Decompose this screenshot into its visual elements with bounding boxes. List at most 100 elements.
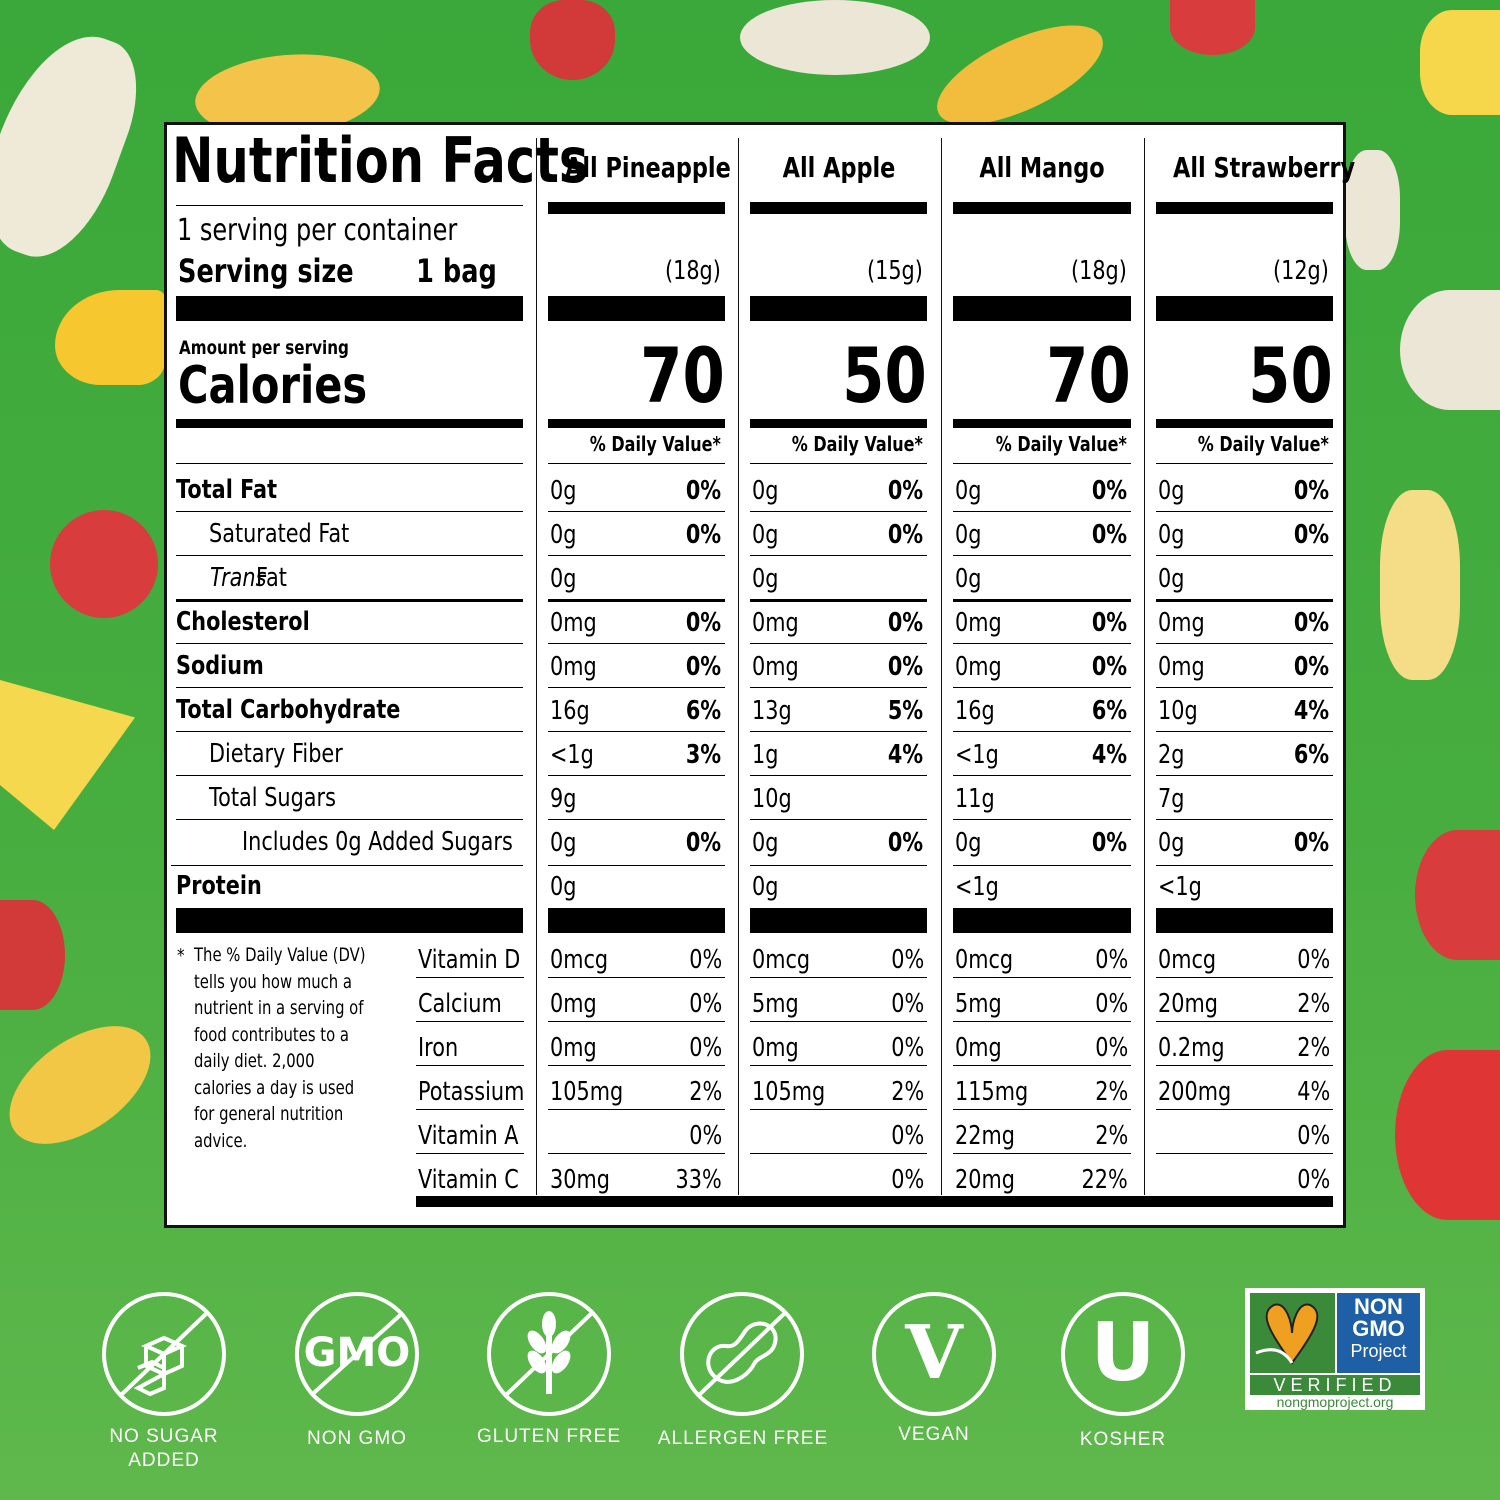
vitamin-dv: 0% [891, 989, 924, 1019]
vitamin-amount: 30mg [550, 1165, 610, 1195]
dried-strawberry-slice [1170, 0, 1255, 55]
calories-value: 70 [1046, 331, 1131, 420]
nutrient-dv: 5% [887, 696, 923, 726]
vitamin-row-divider [1156, 977, 1333, 978]
nutrient-amount: 10g [1158, 696, 1198, 726]
nutrient-amount: <1g [1158, 872, 1202, 902]
nutrient-amount: 1g [752, 740, 779, 770]
nutrient-amount: 0g [752, 476, 779, 506]
nutrient-dv: 0% [1293, 520, 1329, 550]
nutrient-amount: 0g [752, 828, 779, 858]
nutrient-row-divider [548, 599, 725, 602]
dv-divider [176, 463, 523, 464]
nutrition-facts-panel: Nutrition Facts 1 serving per container Se… [164, 122, 1355, 1228]
dv-divider [750, 463, 927, 464]
serving-weight: (15g) [867, 256, 923, 286]
nutrient-row-divider [953, 731, 1131, 732]
vitamin-row-divider [750, 1109, 927, 1110]
dv-divider [548, 463, 725, 464]
vitamin-amount: 0mg [550, 989, 597, 1019]
vitamin-dv: 0% [891, 1033, 924, 1063]
thick-bar-protein [1156, 908, 1333, 933]
logo-text-project: Project [1350, 1341, 1407, 1361]
daily-value-header: % Daily Value* [1197, 432, 1329, 456]
product-name: All Strawberry [1172, 151, 1355, 184]
vitamin-row-divider [416, 1153, 524, 1154]
daily-value-header: % Daily Value* [791, 432, 923, 456]
nutrient-row-divider [176, 819, 523, 820]
nutrient-row-divider [176, 599, 523, 602]
nutrient-dv: 0% [887, 608, 923, 638]
nutrient-amount: 0g [550, 828, 577, 858]
panel-title: Nutrition Facts [172, 124, 589, 197]
nutrient-dv: 0% [685, 520, 721, 550]
dried-strawberry-slice [1415, 830, 1500, 960]
vitamin-amount: 20mg [1158, 989, 1218, 1019]
vitamin-dv: 2% [1095, 1077, 1128, 1107]
vitamin-amount: 0mg [550, 1033, 597, 1063]
medium-bar-calories [176, 419, 523, 428]
nutrient-row-divider [750, 865, 927, 866]
nutrient-amount: <1g [955, 872, 999, 902]
vitamin-row-divider [416, 1021, 524, 1022]
sugar-cubes-crossed-icon [118, 1310, 210, 1398]
footnote-text: The % Daily Value (DV) tells you how muc… [194, 944, 366, 1152]
nutrient-row-divider [1156, 599, 1333, 602]
dried-strawberry-slice [0, 900, 65, 1010]
nutrient-label: Total Sugars [209, 783, 336, 813]
nutrient-label: Sodium [176, 651, 264, 681]
vitamin-amount: 0mcg [955, 945, 1014, 975]
vitamin-row-divider [750, 1021, 927, 1022]
nutrient-row-divider [750, 819, 927, 820]
nutrient-row-divider [548, 731, 725, 732]
nutrient-amount: 0g [955, 476, 982, 506]
vitamin-label: Iron [418, 1033, 459, 1063]
vitamin-dv: 2% [1095, 1121, 1128, 1151]
nutrient-dv: 0% [685, 652, 721, 682]
calories-label: Calories [178, 356, 368, 416]
nutrient-dv: 4% [1091, 740, 1127, 770]
nutrient-amount: 0g [550, 520, 577, 550]
thick-bar-serving [548, 296, 725, 321]
serving-weight: (18g) [665, 256, 721, 286]
product-top-bar [548, 202, 725, 214]
nutrient-dv: 0% [685, 828, 721, 858]
nutrient-amount: 0g [1158, 476, 1185, 506]
nutrient-row-divider [1156, 865, 1333, 866]
dried-apple-slice [740, 0, 930, 75]
vitamin-dv: 0% [1297, 1121, 1330, 1151]
nutrient-amount: 0g [752, 872, 779, 902]
vitamin-amount: 22mg [955, 1121, 1015, 1151]
nutrient-amount: 0mg [1158, 608, 1205, 638]
serving-size-value: 1 bag [416, 252, 497, 290]
nutrient-amount: 0mg [1158, 652, 1205, 682]
vitamin-row-divider [953, 1109, 1131, 1110]
vitamin-row-divider [750, 977, 927, 978]
kosher-u-icon: U [1090, 1306, 1156, 1399]
vitamin-label: Vitamin D [418, 945, 521, 975]
vegan-badge: V [872, 1292, 996, 1416]
badge-label-line: VEGAN [898, 1424, 970, 1445]
nutrient-row-divider [548, 687, 725, 688]
vitamin-dv: 0% [1095, 1033, 1128, 1063]
butterfly-icon [1250, 1293, 1335, 1373]
product-top-bar [750, 202, 927, 214]
dried-mango-slice [55, 290, 165, 385]
nutrient-amount: 16g [550, 696, 590, 726]
nutrient-dv: 6% [1293, 740, 1329, 770]
nutrient-dv: 0% [685, 608, 721, 638]
thick-bar-serving [750, 296, 927, 321]
nutrient-amount: 0g [752, 564, 779, 594]
column-divider [738, 138, 739, 1195]
medium-bar-calories [953, 419, 1131, 428]
medium-bar-calories [1156, 419, 1333, 428]
dried-pineapple-slice [1420, 10, 1500, 115]
vitamin-dv: 4% [1297, 1077, 1330, 1107]
vitamin-dv: 0% [1297, 1165, 1330, 1195]
nutrient-dv: 0% [1091, 520, 1127, 550]
nutrient-row-divider [1156, 731, 1333, 732]
product-name: All Mango [979, 151, 1105, 184]
logo-text-url: nongmoproject.org [1276, 1394, 1394, 1410]
dried-apple-slice [0, 16, 156, 274]
nutrient-amount: 0g [955, 564, 982, 594]
